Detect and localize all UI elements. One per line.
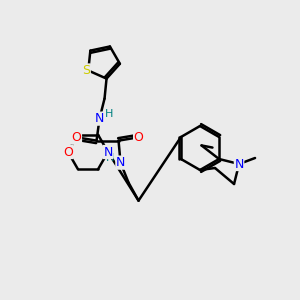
Text: O: O — [72, 131, 82, 144]
Text: H: H — [105, 109, 114, 118]
Text: N: N — [95, 112, 104, 125]
Text: N: N — [103, 146, 113, 158]
Text: H: H — [106, 153, 115, 163]
Text: O: O — [63, 146, 73, 158]
Text: N: N — [234, 158, 244, 170]
Text: N: N — [116, 156, 125, 169]
Text: S: S — [82, 64, 90, 77]
Text: O: O — [134, 131, 143, 144]
